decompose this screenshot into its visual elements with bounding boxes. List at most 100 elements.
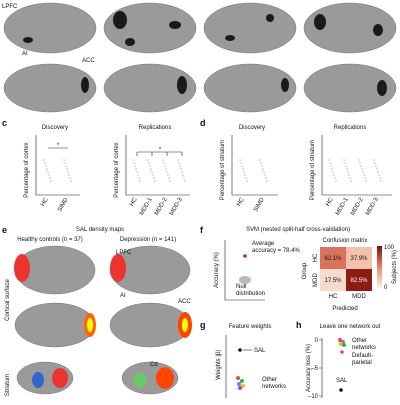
distribution-dot: [266, 180, 268, 182]
distribution-dot: [243, 171, 245, 173]
distribution-dot: [136, 171, 138, 173]
distribution-dot: [378, 174, 380, 176]
y-label: Weights |β|: [216, 350, 222, 380]
distribution-dot: [153, 177, 155, 179]
panel-letter: g: [200, 320, 206, 330]
distribution-dot: [350, 180, 352, 182]
label: SAL: [336, 378, 348, 384]
panel-letter: h: [296, 320, 302, 330]
subtitle: Depression (n = 141): [120, 237, 176, 243]
distribution-dot: [332, 171, 334, 173]
y-label: Accuracy (%): [214, 252, 220, 288]
distribution-dot: [328, 159, 330, 161]
distribution-dot: [346, 168, 348, 170]
label: Default-: [352, 353, 373, 359]
x-tick-label: MDD-2: [350, 196, 365, 216]
title: SVM (nested split-half cross-validation): [246, 227, 350, 233]
distribution-dot: [262, 168, 264, 170]
tick-label: –10: [308, 394, 319, 400]
distribution-dot: [362, 171, 364, 173]
axis-label: Group: [302, 262, 308, 279]
distribution-dot: [66, 168, 68, 170]
distribution-dot: [132, 159, 134, 161]
subtitle: Replications: [334, 125, 367, 131]
x-tick-label: HC: [236, 196, 246, 207]
distribution-dot: [47, 171, 49, 173]
cell-label: 62.1%: [324, 256, 342, 262]
confusion-matrix: 62.1% 37.9% 17.5% 82.5% HC HC MDD MDD: [313, 247, 372, 300]
distribution-dot: [168, 177, 170, 179]
panel-letter: e: [2, 225, 7, 235]
distribution-dot: [183, 177, 185, 179]
label: Other: [352, 338, 367, 344]
distribution-dot: [379, 177, 381, 179]
distribution-dot: [358, 159, 360, 161]
distribution-dot: [261, 165, 263, 167]
distribution-dot: [147, 159, 149, 161]
label: LPFC: [2, 4, 18, 10]
col-label: MDD: [352, 294, 366, 300]
distribution-dot: [239, 159, 241, 161]
distribution-dot: [260, 162, 262, 164]
distribution-dot: [137, 174, 139, 176]
distribution-dot: [48, 174, 50, 176]
distribution-dot: [180, 168, 182, 170]
subtitle: Healthy controls (n = 37): [17, 237, 83, 243]
x-tick-label: HC: [40, 196, 50, 207]
distribution-dot: [177, 159, 179, 161]
label: ACC: [178, 299, 191, 305]
distribution-dot: [334, 177, 336, 179]
distribution-dot: [179, 165, 181, 167]
panel-letter: c: [2, 118, 7, 128]
x-tick-label: MDD-1: [139, 196, 154, 216]
distribution-dot: [335, 180, 337, 182]
distribution-dot: [49, 177, 51, 179]
distribution-dot: [374, 162, 376, 164]
y-label: Percentage of striatum: [220, 140, 226, 200]
distribution-dot: [163, 162, 165, 164]
cbar-tick: 100: [384, 245, 395, 251]
title: Leave one network out: [320, 324, 381, 330]
x-tick-label: MDD-3: [169, 196, 184, 216]
distribution-dot: [46, 168, 48, 170]
distribution-dot: [164, 165, 166, 167]
distribution-dot: [67, 171, 69, 173]
distribution-dot: [150, 168, 152, 170]
distribution-dot: [165, 168, 167, 170]
distribution-dot: [373, 159, 375, 161]
brain-row: [3, 2, 397, 113]
distribution-dot: [349, 177, 351, 179]
distribution-dot: [364, 177, 366, 179]
distribution-dot: [148, 162, 150, 164]
distribution-dot: [331, 168, 333, 170]
matrix-cell: [320, 269, 346, 291]
y-label: Percentage of striatum: [310, 140, 316, 200]
label: Other: [262, 377, 277, 383]
row-label: Striatum: [5, 374, 11, 396]
annotation: Average: [252, 241, 275, 247]
tick-label: –5: [311, 366, 318, 372]
distribution-dot: [152, 174, 154, 176]
distribution-dot: [241, 165, 243, 167]
label: networks: [352, 345, 376, 351]
distribution-dot: [348, 174, 350, 176]
matrix-cell: [346, 269, 372, 291]
label: networks: [262, 384, 286, 390]
distribution-dot: [64, 162, 66, 164]
cell-label: 37.9%: [350, 256, 368, 262]
distribution-dot: [68, 174, 70, 176]
tick-label: 0: [315, 338, 319, 344]
network-dots: [236, 376, 245, 390]
distribution-dot: [377, 171, 379, 173]
x-tick-label: SIMD: [253, 196, 266, 213]
distribution-dot: [246, 180, 248, 182]
distribution-dot: [242, 168, 244, 170]
distribution-dot: [365, 180, 367, 182]
y-label: Accuracy loss (%): [306, 344, 312, 392]
significance: *: [57, 143, 60, 149]
x-tick-label: MDD-2: [154, 196, 169, 216]
distribution-dot: [149, 165, 151, 167]
distribution-dot: [151, 171, 153, 173]
distribution-dot: [45, 165, 47, 167]
distribution-dot: [347, 171, 349, 173]
